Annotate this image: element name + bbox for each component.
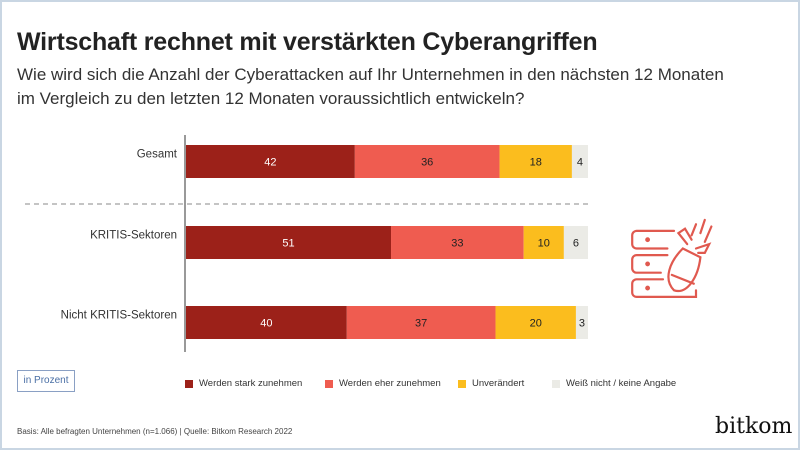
legend-item: Unverändert: [458, 378, 524, 389]
bar-segment: [571, 145, 588, 178]
data-label: 36: [421, 157, 433, 169]
page-title: Wirtschaft rechnet mit verstärkten Cyber…: [17, 28, 598, 56]
legend-item: Weiß nicht / keine Angabe: [552, 378, 676, 389]
bar-segment: [575, 306, 588, 339]
server-bomb-icon: [631, 218, 713, 298]
bar-segment: [391, 226, 524, 259]
source-note: Basis: Alle befragten Unternehmen (n=1.0…: [17, 427, 293, 436]
legend-swatch: [185, 379, 193, 388]
bar-segment: [186, 226, 392, 259]
legend-label: Weiß nicht / keine Angabe: [566, 378, 677, 389]
bar-segment: [563, 226, 588, 259]
legend-swatch: [552, 379, 560, 388]
bar-segment: [186, 145, 355, 178]
subtitle: Wie wird sich die Anzahl der Cyberattack…: [17, 65, 724, 108]
data-label: 40: [260, 318, 272, 330]
data-label: 51: [282, 238, 294, 250]
data-label: 42: [264, 157, 276, 169]
legend-item: Werden eher zunehmen: [325, 378, 441, 389]
legend-swatch: [458, 379, 466, 388]
bar-segment: [186, 306, 347, 339]
data-label: 4: [577, 157, 583, 169]
legend-label: Unverändert: [472, 378, 525, 389]
bar-segment: [346, 306, 496, 339]
data-label: 33: [451, 238, 463, 250]
legend-swatch: [325, 379, 333, 388]
bar-segment: [523, 226, 564, 259]
bitkom-logo: bitkom: [715, 414, 793, 439]
data-label: 10: [538, 238, 550, 250]
legend-item: Werden stark zunehmen: [185, 378, 302, 389]
bar-segment: [499, 145, 572, 178]
data-label: 6: [573, 238, 579, 250]
data-label: 20: [530, 318, 542, 330]
data-label: 3: [579, 318, 585, 330]
legend-label: Werden eher zunehmen: [339, 378, 441, 389]
bar-segment: [495, 306, 576, 339]
legend-label: Werden stark zunehmen: [199, 378, 303, 389]
data-label: 18: [530, 157, 542, 169]
bar-segment: [354, 145, 500, 178]
category-label: Gesamt: [137, 149, 178, 161]
category-label: Nicht KRITIS-Sektoren: [61, 310, 177, 322]
category-label: KRITIS-Sektoren: [90, 230, 177, 242]
unit-label: in Prozent: [17, 370, 75, 392]
data-label: 37: [415, 318, 427, 330]
